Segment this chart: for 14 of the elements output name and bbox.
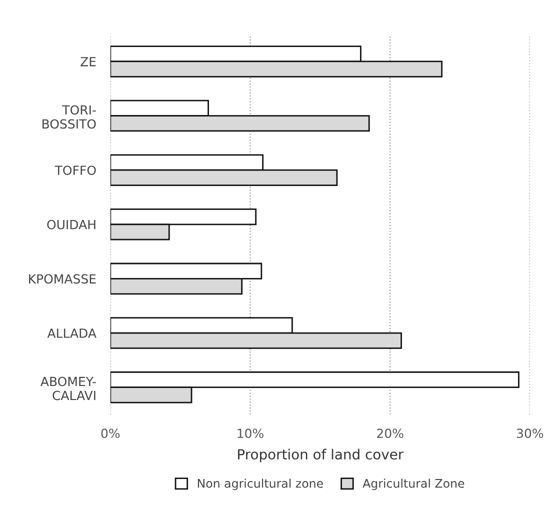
y-tick-label: ZE	[80, 57, 96, 66]
y-tick-label: TORI- BOSSITO	[42, 105, 96, 129]
x-tick-label: 10%	[238, 428, 264, 438]
y-tick-label: OUIDAH	[47, 220, 96, 230]
y-tick-label: KPOMASSE	[29, 274, 96, 284]
legend-label: Agricultural Zone	[362, 478, 464, 490]
x-tick-label: 0%	[101, 428, 120, 438]
y-tick-label: ALLADA	[47, 328, 96, 338]
y-tick-label: ABOMEY- CALAVI	[40, 376, 96, 400]
x-axis-title: Proportion of land cover	[238, 448, 404, 462]
y-tick-label: TOFFO	[54, 166, 96, 176]
x-tick-label: 20%	[377, 428, 404, 438]
legend-label: Non agricultural zone	[198, 478, 323, 490]
x-tick-label: 30%	[516, 428, 544, 438]
